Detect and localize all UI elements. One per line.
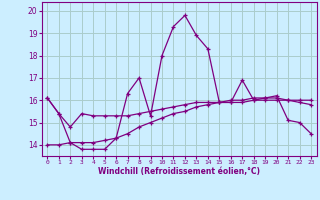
X-axis label: Windchill (Refroidissement éolien,°C): Windchill (Refroidissement éolien,°C) — [98, 167, 260, 176]
